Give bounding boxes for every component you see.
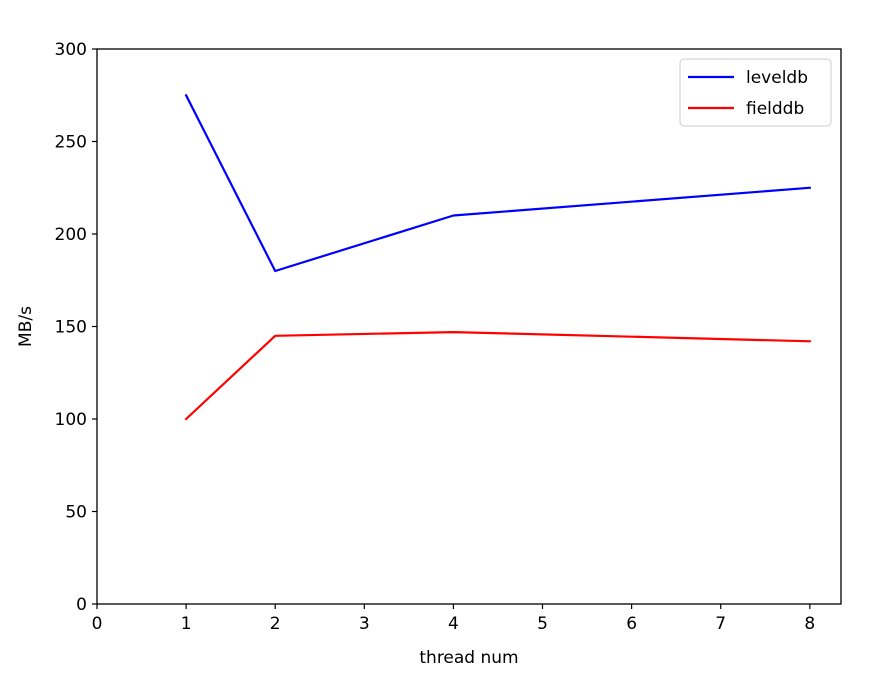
y-axis-label: MB/s bbox=[16, 306, 36, 347]
x-tick-label: 0 bbox=[92, 614, 103, 634]
x-tick-label: 4 bbox=[448, 614, 459, 634]
y-tick-label: 200 bbox=[55, 225, 87, 245]
x-tick-label: 8 bbox=[804, 614, 815, 634]
x-axis-label: thread num bbox=[419, 648, 518, 668]
plot-frame bbox=[96, 48, 842, 605]
x-tick-label: 1 bbox=[181, 614, 192, 634]
y-tick-label: 300 bbox=[55, 40, 87, 60]
y-tick-label: 150 bbox=[55, 318, 87, 338]
legend-frame bbox=[679, 58, 832, 127]
y-tick-label: 50 bbox=[65, 503, 87, 523]
x-tick-label: 6 bbox=[626, 614, 637, 634]
y-tick-label: 100 bbox=[55, 410, 87, 430]
y-axis-ticks: 0 50 100 150 200 250 300 bbox=[55, 40, 97, 615]
y-tick-label: 250 bbox=[55, 133, 87, 153]
x-tick-label: 3 bbox=[359, 614, 370, 634]
legend-entries: leveldb fielddb bbox=[688, 68, 808, 119]
series-layer bbox=[184, 93, 811, 421]
series-line-fielddb bbox=[184, 331, 811, 421]
series-line-leveldb bbox=[184, 93, 811, 273]
legend-label-fielddb: fielddb bbox=[746, 99, 804, 119]
x-tick-label: 2 bbox=[270, 614, 281, 634]
x-axis-ticks: 0 1 2 3 4 5 6 7 8 bbox=[92, 604, 815, 634]
legend-label-leveldb: leveldb bbox=[746, 68, 808, 88]
x-tick-label: 5 bbox=[537, 614, 548, 634]
legend: leveldb fielddb bbox=[679, 58, 832, 127]
y-tick-label: 0 bbox=[76, 595, 87, 615]
x-tick-label: 7 bbox=[715, 614, 726, 634]
